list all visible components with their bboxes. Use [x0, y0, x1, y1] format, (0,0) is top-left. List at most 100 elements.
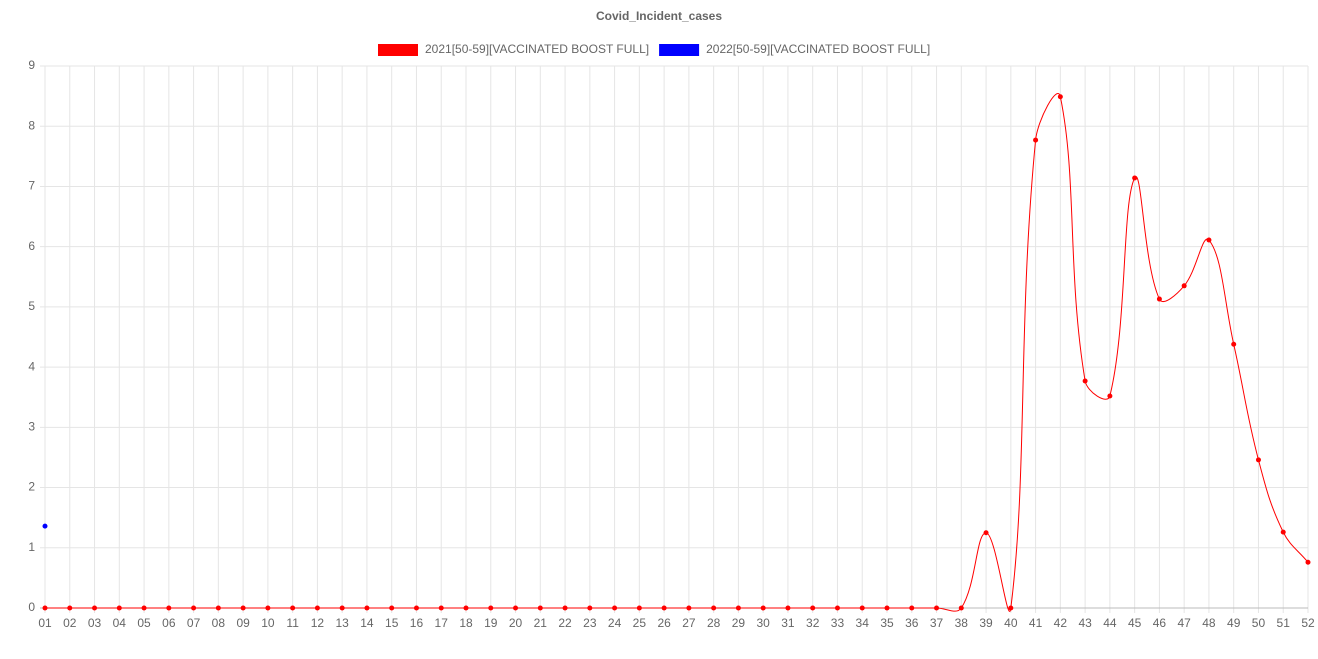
- x-tick-label: 27: [682, 616, 696, 630]
- x-tick-label: 48: [1202, 616, 1216, 630]
- data-point: [1008, 605, 1014, 611]
- data-point: [116, 605, 122, 611]
- x-tick-label: 10: [261, 616, 275, 630]
- x-tick-label: 05: [137, 616, 151, 630]
- data-point: [1181, 283, 1187, 289]
- data-point: [215, 605, 221, 611]
- data-point: [636, 605, 642, 611]
- y-tick-label: 2: [28, 480, 35, 494]
- data-point: [240, 605, 246, 611]
- x-tick-label: 46: [1153, 616, 1167, 630]
- x-tick-label: 40: [1004, 616, 1018, 630]
- data-point: [1033, 137, 1039, 143]
- x-tick-label: 42: [1054, 616, 1068, 630]
- data-point: [463, 605, 469, 611]
- data-point: [1206, 237, 1212, 243]
- x-tick-label: 45: [1128, 616, 1142, 630]
- x-tick-label: 11: [286, 616, 299, 630]
- data-point: [562, 605, 568, 611]
- x-tick-label: 08: [212, 616, 226, 630]
- data-point: [265, 605, 271, 611]
- x-tick-label: 30: [756, 616, 770, 630]
- x-tick-label: 37: [930, 616, 944, 630]
- x-tick-label: 34: [856, 616, 870, 630]
- x-tick-label: 28: [707, 616, 721, 630]
- data-point: [314, 605, 320, 611]
- x-tick-label: 15: [385, 616, 399, 630]
- data-point: [1107, 393, 1113, 399]
- x-tick-label: 36: [905, 616, 919, 630]
- y-tick-label: 6: [28, 239, 35, 253]
- data-point: [166, 605, 172, 611]
- x-tick-label: 02: [63, 616, 77, 630]
- data-point: [339, 605, 345, 611]
- x-tick-label: 01: [38, 616, 52, 630]
- data-point: [958, 605, 964, 611]
- x-tick-label: 38: [955, 616, 969, 630]
- x-tick-label: 19: [484, 616, 498, 630]
- legend-swatch: [378, 44, 418, 56]
- data-point: [834, 605, 840, 611]
- x-tick-label: 29: [732, 616, 746, 630]
- x-tick-label: 44: [1103, 616, 1117, 630]
- x-tick-label: 39: [979, 616, 993, 630]
- data-point: [909, 605, 915, 611]
- data-point: [1231, 341, 1237, 347]
- x-tick-label: 12: [311, 616, 325, 630]
- x-tick-label: 17: [435, 616, 449, 630]
- y-tick-label: 3: [28, 420, 35, 434]
- data-point: [141, 605, 147, 611]
- data-point: [1156, 296, 1162, 302]
- y-tick-label: 7: [28, 179, 35, 193]
- data-point: [760, 605, 766, 611]
- y-tick-label: 4: [28, 359, 35, 373]
- data-point: [438, 605, 444, 611]
- x-tick-label: 51: [1277, 616, 1291, 630]
- x-tick-label: 23: [583, 616, 597, 630]
- x-tick-label: 04: [113, 616, 127, 630]
- data-point: [191, 605, 197, 611]
- data-point: [1305, 559, 1311, 565]
- x-tick-label: 49: [1227, 616, 1241, 630]
- x-tick-label: 50: [1252, 616, 1266, 630]
- x-tick-label: 25: [633, 616, 647, 630]
- data-point: [42, 605, 48, 611]
- chart-title: Covid_Incident_cases: [596, 9, 722, 23]
- y-tick-label: 8: [28, 118, 35, 132]
- data-point: [364, 605, 370, 611]
- data-point: [711, 605, 717, 611]
- x-tick-label: 41: [1029, 616, 1043, 630]
- x-tick-label: 24: [608, 616, 622, 630]
- legend-swatch: [659, 44, 700, 56]
- x-tick-label: 07: [187, 616, 201, 630]
- data-point: [810, 605, 816, 611]
- data-point: [67, 605, 73, 611]
- data-point: [1132, 175, 1138, 181]
- data-point: [785, 605, 791, 611]
- data-point: [859, 605, 865, 611]
- data-point: [612, 605, 618, 611]
- x-tick-label: 33: [831, 616, 845, 630]
- x-tick-label: 43: [1078, 616, 1092, 630]
- data-point: [92, 605, 98, 611]
- x-tick-label: 20: [509, 616, 523, 630]
- x-tick-label: 35: [880, 616, 894, 630]
- data-point: [661, 605, 667, 611]
- x-tick-label: 22: [558, 616, 572, 630]
- x-tick-label: 32: [806, 616, 820, 630]
- x-tick-label: 06: [162, 616, 176, 630]
- x-tick-label: 52: [1301, 616, 1315, 630]
- x-tick-label: 14: [360, 616, 374, 630]
- legend-label: 2022[50-59][VACCINATED BOOST FULL]: [706, 42, 930, 56]
- x-tick-label: 16: [410, 616, 424, 630]
- data-point: [537, 605, 543, 611]
- x-tick-label: 03: [88, 616, 102, 630]
- data-point: [1255, 457, 1261, 463]
- x-tick-label: 21: [534, 616, 548, 630]
- x-tick-label: 47: [1177, 616, 1191, 630]
- legend-label: 2021[50-59][VACCINATED BOOST FULL]: [425, 42, 649, 56]
- data-point: [587, 605, 593, 611]
- data-point: [735, 605, 741, 611]
- data-point: [1280, 529, 1286, 535]
